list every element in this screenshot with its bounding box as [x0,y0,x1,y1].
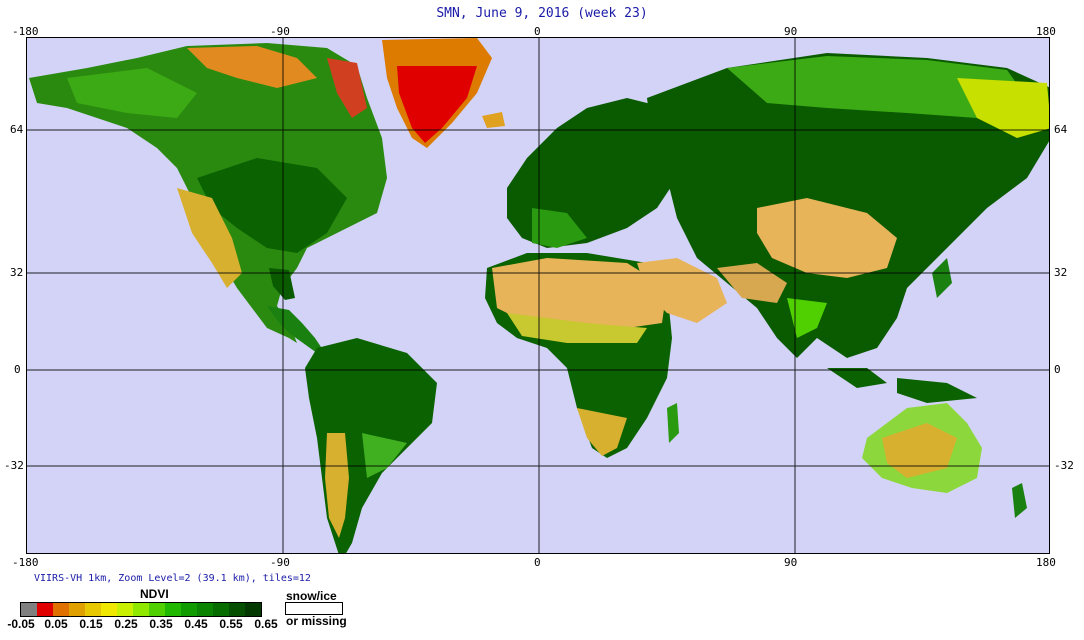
bottom-lon-tick-1: -180 [12,556,39,569]
right-lat-tick-2: 32 [1054,266,1068,279]
right-lat-tick-4: -32 [1054,459,1074,472]
ndvi-swatch-5 [85,603,101,616]
ndvi-swatch-12 [197,603,213,616]
snow-ice-label: snow/ice [286,589,337,603]
ndvi-swatch-2 [37,603,53,616]
ndvi-swatch-14 [229,603,245,616]
graticule [27,38,1049,553]
ndvi-legend-label-3: 0.15 [79,617,103,631]
ndvi-swatch-6 [101,603,117,616]
ndvi-legend-label-7: 0.55 [219,617,243,631]
ndvi-swatch-4 [69,603,85,616]
top-lon-tick-2: -90 [270,25,290,38]
bottom-lon-tick-2: -90 [270,556,290,569]
left-lat-tick-2: 32 [10,266,24,279]
ndvi-swatch-8 [133,603,149,616]
ndvi-legend-title: NDVI [140,587,169,601]
ndvi-legend-label-2: 0.05 [44,617,68,631]
bottom-lon-tick-4: 90 [784,556,798,569]
ndvi-swatch-3 [53,603,69,616]
right-lat-tick-3: 0 [1054,363,1061,376]
ndvi-legend-label-5: 0.35 [149,617,173,631]
ndvi-swatch-9 [149,603,165,616]
top-lon-tick-3: 0 [534,25,541,38]
ndvi-legend-label-1: -0.05 [7,617,35,631]
ndvi-legend-label-4: 0.25 [114,617,138,631]
central-america-landmass [267,306,323,353]
ndvi-swatch-11 [181,603,197,616]
ndvi-swatch-13 [213,603,229,616]
bottom-lon-tick-3: 0 [534,556,541,569]
map-title: SMN, June 9, 2016 (week 23) [436,6,648,21]
or-missing-label: or missing [286,614,347,628]
ndvi-legend-label-6: 0.45 [184,617,208,631]
top-lon-tick-5: 180 [1036,25,1056,38]
ndvi-color-legend [20,602,262,617]
info-text: VIIRS-VH 1km, Zoom Level=2 (39.1 km), ti… [34,573,311,584]
snow-ice-swatch [285,602,343,615]
left-lat-tick-1: 64 [10,123,24,136]
arabia-landmass [637,258,727,323]
europe-landmass [507,98,687,248]
ndvi-swatch-15 [245,603,261,616]
bottom-lon-tick-5: 180 [1036,556,1056,569]
ndvi-world-map [26,37,1050,554]
top-lon-tick-4: 90 [784,25,798,38]
map-graphic [27,38,1049,553]
ndvi-legend-label-8: 0.65 [254,617,278,631]
ndvi-swatch-10 [165,603,181,616]
top-lon-tick-1: -180 [12,25,39,38]
ndvi-swatch-7 [117,603,133,616]
left-lat-tick-4: -32 [4,459,24,472]
right-lat-tick-1: 64 [1054,123,1068,136]
ndvi-swatch-1 [21,603,37,616]
left-lat-tick-3: 0 [14,363,21,376]
